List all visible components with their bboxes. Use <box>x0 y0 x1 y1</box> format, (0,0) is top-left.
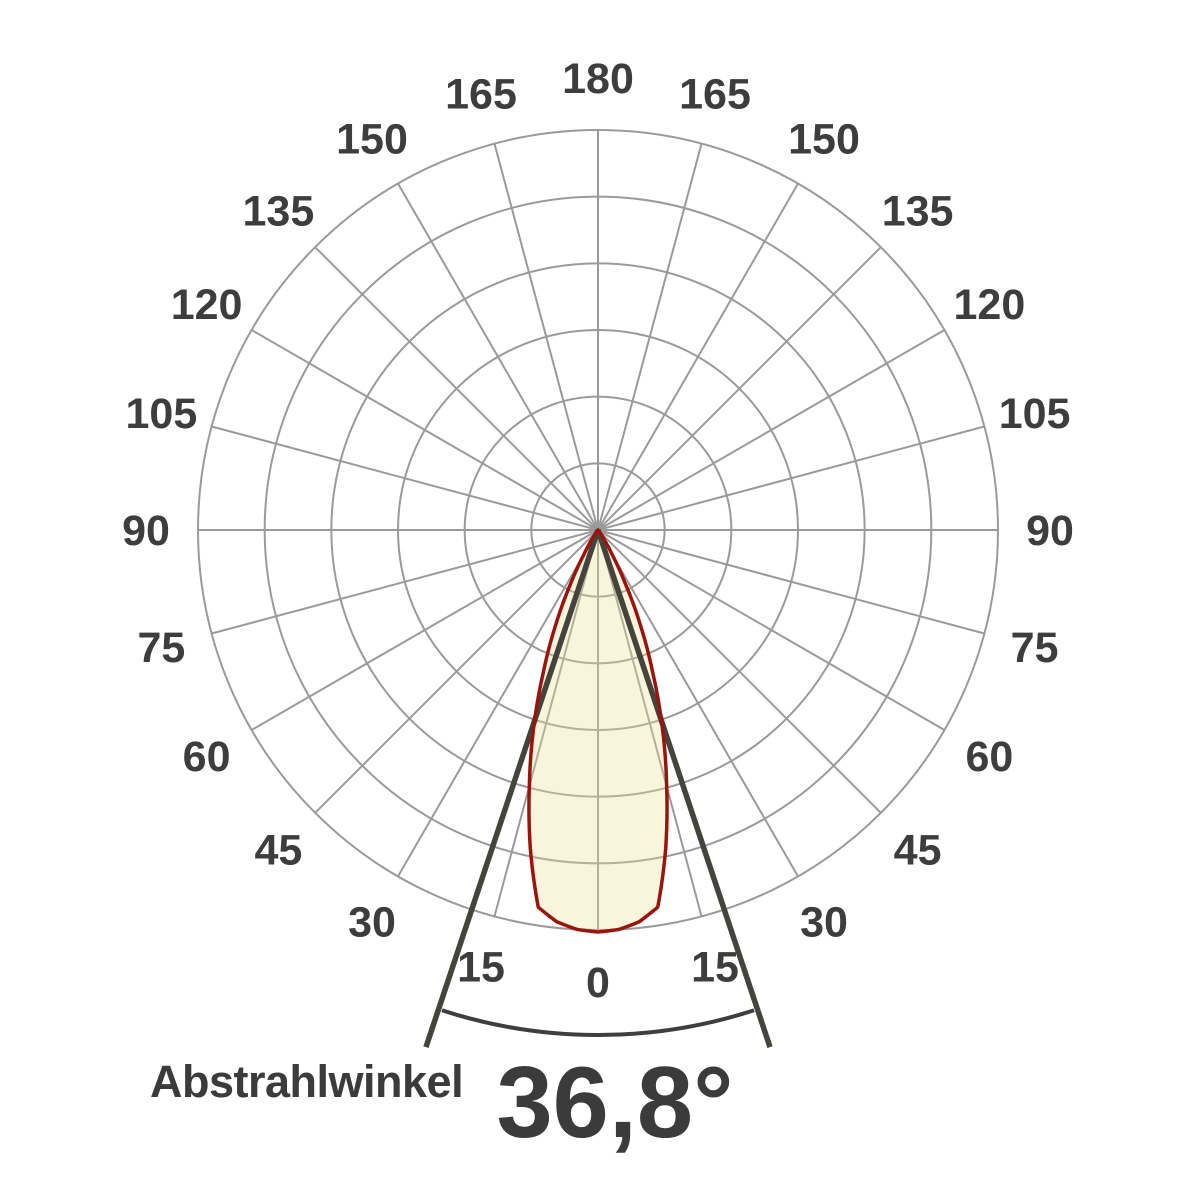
angle-tick-label: 135 <box>882 187 954 235</box>
angle-tick-label: 0 <box>586 959 610 1007</box>
angle-tick-label: 60 <box>183 733 231 781</box>
angle-tick-label: 165 <box>445 70 517 118</box>
angle-tick-label: 90 <box>1026 507 1074 555</box>
angle-tick-label: 15 <box>691 944 739 992</box>
beam-angle-line-right <box>595 529 773 1049</box>
angle-tick-label: 105 <box>126 390 198 438</box>
angle-tick-label: 30 <box>800 898 848 946</box>
beam-angle-value: 36,8° <box>496 1047 734 1159</box>
angle-tick-label: 45 <box>254 827 302 875</box>
angle-tick-label: 120 <box>171 281 243 329</box>
angle-tick-label: 75 <box>1011 624 1059 672</box>
beam-angle-caption: Abstrahlwinkel <box>150 1056 464 1107</box>
angle-tick-label: 60 <box>965 733 1013 781</box>
angle-tick-labels: 0 151530304545606075759090105105120120135… <box>122 55 1074 1007</box>
beam-angle-line-left <box>423 529 601 1049</box>
beam-angle-arc <box>441 1008 755 1037</box>
angle-tick-label: 105 <box>999 390 1071 438</box>
angle-tick-label: 150 <box>788 116 860 164</box>
angle-tick-label: 165 <box>679 70 751 118</box>
angle-tick-label: 15 <box>457 944 505 992</box>
angle-tick-label: 150 <box>336 116 408 164</box>
angle-tick-label: 120 <box>954 281 1026 329</box>
angle-tick-label: 75 <box>137 624 185 672</box>
angle-tick-label: 135 <box>243 187 315 235</box>
angle-tick-label: 180 <box>562 55 634 103</box>
beam-lobe-outline <box>527 528 669 934</box>
angle-tick-label: 90 <box>122 507 170 555</box>
angle-tick-label: 45 <box>894 827 942 875</box>
angle-tick-label: 30 <box>348 898 396 946</box>
